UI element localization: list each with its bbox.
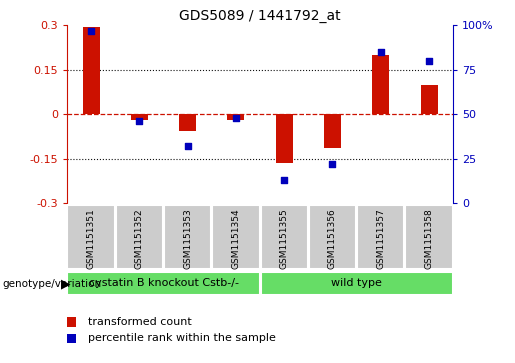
Bar (131, 114, 148, 120)
Point (376, 49, 385, 55)
Bar (179, 114, 196, 131)
Bar (372, 55, 389, 114)
Text: ▶: ▶ (61, 277, 71, 290)
Bar (67, 334, 76, 343)
Point (425, 58, 433, 64)
Text: percentile rank within the sample: percentile rank within the sample (88, 333, 276, 343)
Bar (164, 205, 211, 269)
Bar (67, 317, 76, 327)
Text: GSM1151357: GSM1151357 (376, 209, 385, 269)
Title: GDS5089 / 1441792_at: GDS5089 / 1441792_at (179, 9, 341, 23)
Bar (212, 205, 260, 269)
Point (135, 119, 144, 125)
Point (183, 143, 192, 149)
Text: GSM1151353: GSM1151353 (183, 209, 192, 269)
Bar (116, 205, 163, 269)
Text: GSM1151354: GSM1151354 (231, 209, 241, 269)
Text: GSM1151358: GSM1151358 (424, 209, 434, 269)
Bar (276, 114, 293, 163)
Text: cystatin B knockout Cstb-/-: cystatin B knockout Cstb-/- (89, 278, 238, 287)
Point (280, 177, 288, 183)
Point (232, 115, 240, 121)
Text: transformed count: transformed count (88, 317, 191, 327)
Bar (324, 114, 341, 148)
Text: GSM1151352: GSM1151352 (135, 209, 144, 269)
Point (87, 28, 95, 34)
Bar (421, 85, 438, 114)
Bar (357, 205, 404, 269)
Text: wild type: wild type (331, 278, 382, 287)
Bar (67, 205, 115, 269)
Point (329, 161, 337, 167)
Text: GSM1151356: GSM1151356 (328, 209, 337, 269)
Text: genotype/variation: genotype/variation (3, 279, 101, 289)
Bar (261, 205, 308, 269)
Bar (405, 205, 453, 269)
Text: GSM1151355: GSM1151355 (280, 209, 289, 269)
Bar (67, 272, 260, 295)
Bar (309, 205, 356, 269)
Bar (82, 27, 99, 114)
Bar (228, 114, 245, 120)
Text: GSM1151351: GSM1151351 (87, 209, 96, 269)
Bar (261, 272, 453, 295)
